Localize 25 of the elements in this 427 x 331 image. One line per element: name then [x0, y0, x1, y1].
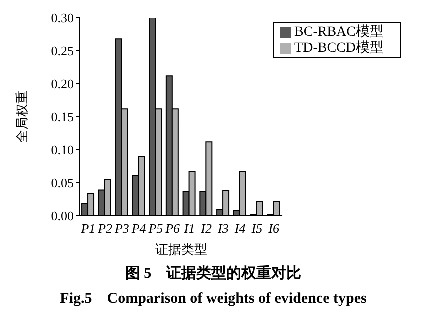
y-tick-label: 0.00 — [51, 208, 74, 224]
y-tick-label: 0.05 — [51, 176, 74, 191]
x-tick-label: I5 — [250, 221, 264, 236]
x-tick-label: P6 — [164, 221, 181, 236]
x-tick-label: I2 — [200, 221, 212, 236]
x-tick-label: I4 — [234, 221, 246, 236]
legend-label: TD-BCCD模型 — [294, 41, 384, 56]
x-tick-label: I6 — [268, 221, 280, 236]
x-tick-label: P3 — [114, 221, 130, 236]
x-tick-label: I1 — [183, 221, 196, 236]
x-tick-label: P1 — [80, 221, 96, 236]
legend-label: BC-RBAC模型 — [294, 25, 384, 40]
x-tick-label: I3 — [217, 221, 230, 236]
y-tick-label: 0.25 — [51, 44, 74, 59]
y-tick-label: 0.10 — [51, 142, 74, 158]
x-tick-label: P4 — [130, 221, 147, 236]
text: 图 5 证据类型的权重对比 — [124, 264, 303, 283]
y-tick-label: 0.20 — [51, 76, 74, 92]
y-tick-label: 0.30 — [51, 10, 74, 26]
x-tick-label: P5 — [148, 221, 164, 236]
y-tick-label: 0.15 — [51, 110, 74, 125]
text: Fig.5 Comparison of weights of evidence types — [59, 290, 368, 308]
x-axis-title: 证据类型 — [155, 242, 208, 257]
x-tick-label: P2 — [97, 221, 114, 236]
y-axis-title: 全局权重 — [14, 91, 30, 143]
